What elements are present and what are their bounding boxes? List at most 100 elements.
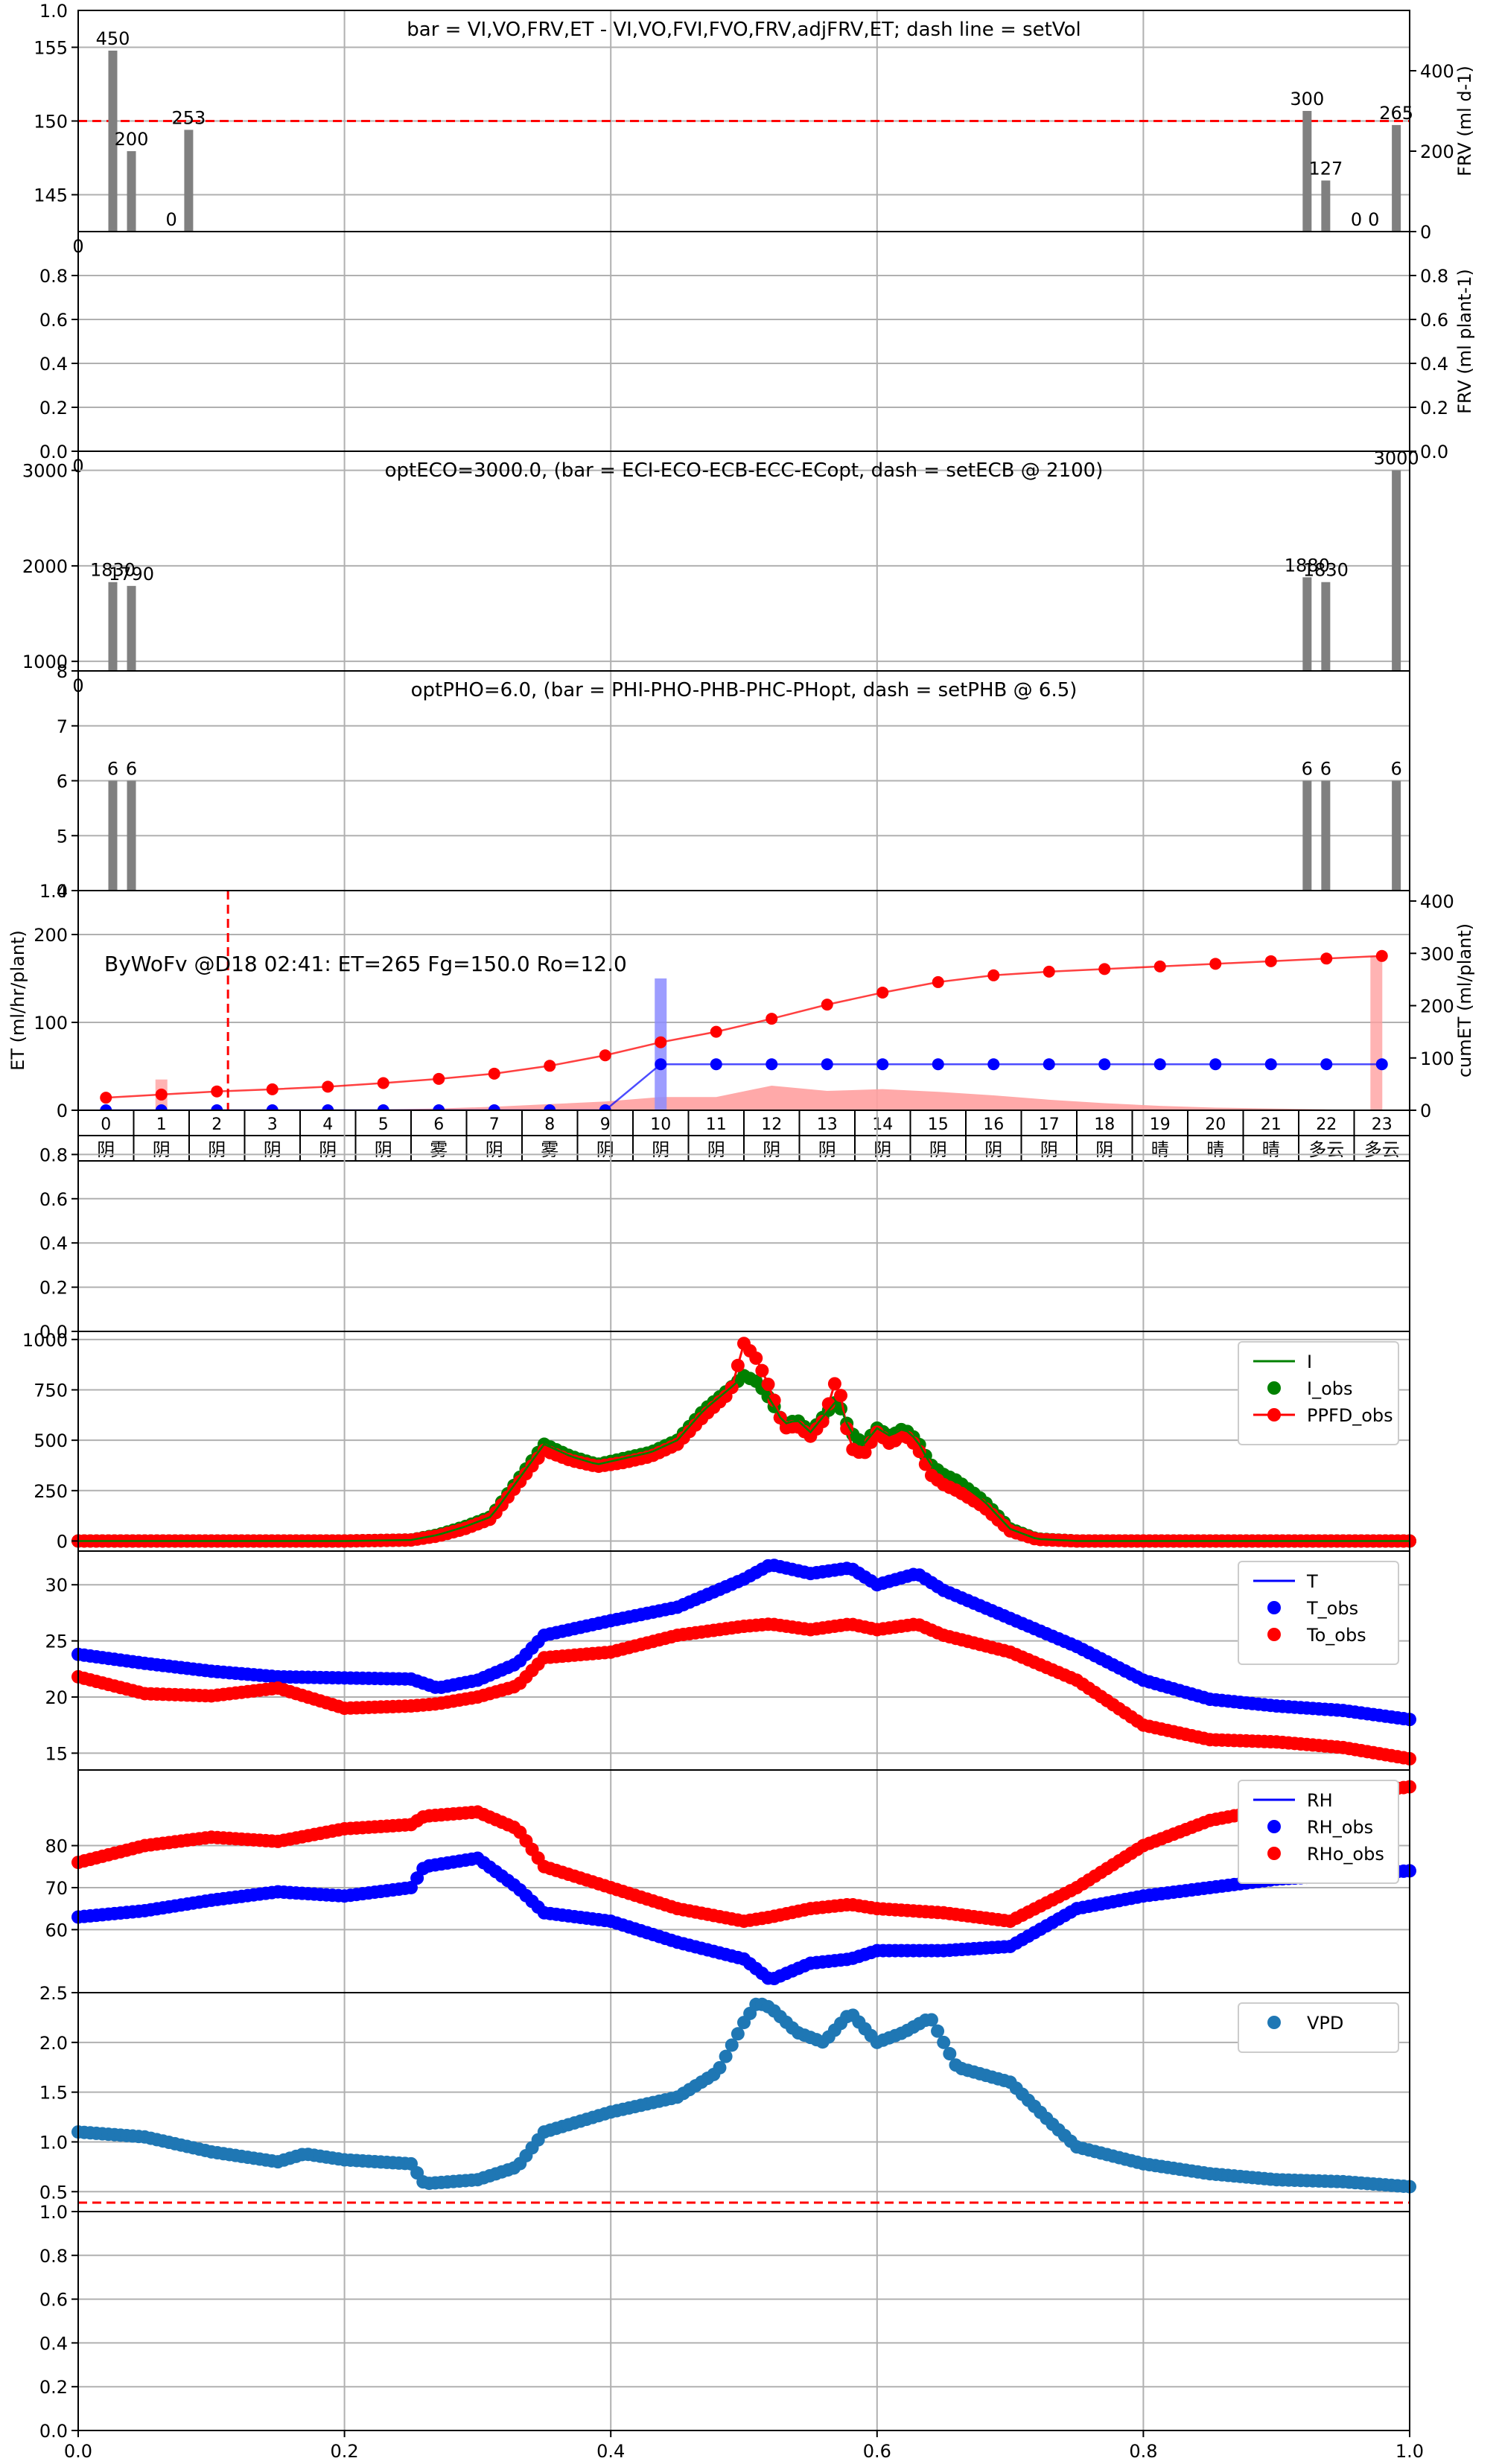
axes-frame <box>77 231 1410 452</box>
series-point <box>731 2027 745 2041</box>
legend-marker <box>1267 1628 1281 1641</box>
bar <box>1321 180 1331 232</box>
weather-cell: 阴 <box>208 1139 226 1160</box>
series-I_obs <box>71 1369 1416 1548</box>
y-tick-label: 2.0 <box>39 2033 68 2054</box>
y-right-tick-label: 0.8 <box>1420 266 1448 287</box>
bar <box>127 585 136 671</box>
weather-cell: 阴 <box>1040 1139 1058 1160</box>
hour-cell: 18 <box>1094 1115 1115 1134</box>
bar <box>1302 577 1312 671</box>
y-tick-label: 250 <box>34 1481 68 1502</box>
y-tick-label: 0.8 <box>39 266 68 287</box>
y-tick-label: 2.5 <box>39 1983 68 2004</box>
legend-box <box>1238 2002 1399 2053</box>
y-tick-label: 7 <box>57 716 68 737</box>
y-tick-label: 0.8 <box>39 2246 68 2267</box>
weather-cell: 阴 <box>707 1139 725 1160</box>
y-tick-label: 0.6 <box>39 310 68 331</box>
bar-value-label: 253 <box>171 107 206 128</box>
bar <box>1392 780 1401 891</box>
cum-et-point <box>488 1067 500 1080</box>
flow-point <box>1375 1058 1388 1071</box>
flow-point <box>876 1058 889 1071</box>
y-right-tick-label: 0.6 <box>1420 310 1448 331</box>
y-tick-label: 0.2 <box>39 2377 68 2398</box>
legend-marker <box>1267 1381 1281 1395</box>
y-tick-label: 0.8 <box>39 1145 68 1165</box>
bar <box>184 130 194 232</box>
hour-cell: 11 <box>706 1115 727 1134</box>
weather-cell: 阴 <box>375 1139 392 1160</box>
hour-cell: 23 <box>1372 1115 1393 1134</box>
bar <box>108 51 118 232</box>
hour-cell: 14 <box>872 1115 893 1134</box>
series-VPD <box>71 1997 1416 2194</box>
y-tick-label: 0 <box>57 1531 68 1552</box>
x-tick-label: 0.4 <box>596 2441 625 2462</box>
cum-et-point <box>377 1077 389 1089</box>
bar-value-label: 6 <box>1390 759 1401 780</box>
y-tick-label: 0.2 <box>39 398 68 418</box>
y-right-tick-label: 0 <box>1420 1101 1431 1121</box>
y-tick-label: 1000 <box>22 652 68 672</box>
y-right-tick-label: 300 <box>1420 943 1454 964</box>
cum-et-point <box>266 1083 279 1095</box>
weather-cell: 多云 <box>1364 1139 1400 1160</box>
y-right-tick-label: 400 <box>1420 61 1454 82</box>
y-tick-label: 0 <box>57 1101 68 1121</box>
y-tick-label: 1.0 <box>39 2132 68 2153</box>
weather-cell: 阴 <box>1095 1139 1113 1160</box>
y-tick-label: 1.5 <box>39 2083 68 2104</box>
bar <box>1302 111 1312 232</box>
legend-label: T_obs <box>1306 1598 1358 1619</box>
series-point <box>719 2049 733 2063</box>
hour-cell: 15 <box>928 1115 949 1134</box>
right-axis-label: FRV (ml d-1) <box>1454 66 1475 176</box>
bar-value-label: 127 <box>1308 158 1343 179</box>
cum-et-point <box>1320 952 1333 965</box>
flow-point <box>1153 1058 1166 1071</box>
series-point <box>943 2047 957 2061</box>
bar-value-label: 1830 <box>90 560 136 581</box>
legend-marker <box>1267 1820 1281 1833</box>
legend-label: PPFD_obs <box>1307 1405 1393 1426</box>
y-right-tick-label: 200 <box>1420 141 1454 162</box>
series-point <box>755 1363 769 1378</box>
hour-cell: 2 <box>211 1115 222 1134</box>
legend-label: T <box>1306 1571 1318 1592</box>
weather-cell: 阴 <box>763 1139 780 1160</box>
y-tick-label: 2000 <box>22 556 68 577</box>
y-tick-label: 25 <box>45 1631 68 1652</box>
bar <box>127 780 136 891</box>
series-point <box>713 2060 727 2075</box>
cum-et-point <box>1043 965 1055 978</box>
bar <box>127 151 136 232</box>
weather-cell: 阴 <box>929 1139 947 1160</box>
y-tick-label: 8 <box>57 661 68 682</box>
flow-point <box>655 1058 667 1071</box>
weather-cell: 阴 <box>97 1139 115 1160</box>
bar-value-label: 0 <box>1351 209 1362 230</box>
series-To_obs <box>71 1617 1416 1766</box>
weather-cell: 阴 <box>486 1139 503 1160</box>
y-tick-label: 6 <box>57 771 68 792</box>
legend-marker <box>1267 1601 1281 1614</box>
panel-title: optECO=3000.0, (bar = ECI-ECO-ECB-ECC-EC… <box>385 459 1104 482</box>
hour-cell: 0 <box>101 1115 111 1134</box>
y-tick-label: 150 <box>34 112 68 133</box>
y-right-tick-label: 100 <box>1420 1048 1454 1069</box>
flow-point <box>1209 1058 1222 1071</box>
bar-value-label: 6 <box>1302 759 1313 780</box>
cum-et-point <box>821 999 833 1011</box>
legend-label: I <box>1307 1352 1312 1372</box>
weather-cell: 阴 <box>319 1139 337 1160</box>
y-tick-label: 145 <box>34 185 68 206</box>
y-top-label: 1.0 <box>39 881 68 902</box>
cum-et-point <box>211 1085 223 1098</box>
y-tick-label: 0.6 <box>39 2290 68 2311</box>
series-RHo_obs <box>71 1780 1416 1929</box>
y-tick-label: 155 <box>34 38 68 59</box>
series-point <box>749 1351 763 1365</box>
weather-cell: 阴 <box>652 1139 669 1160</box>
